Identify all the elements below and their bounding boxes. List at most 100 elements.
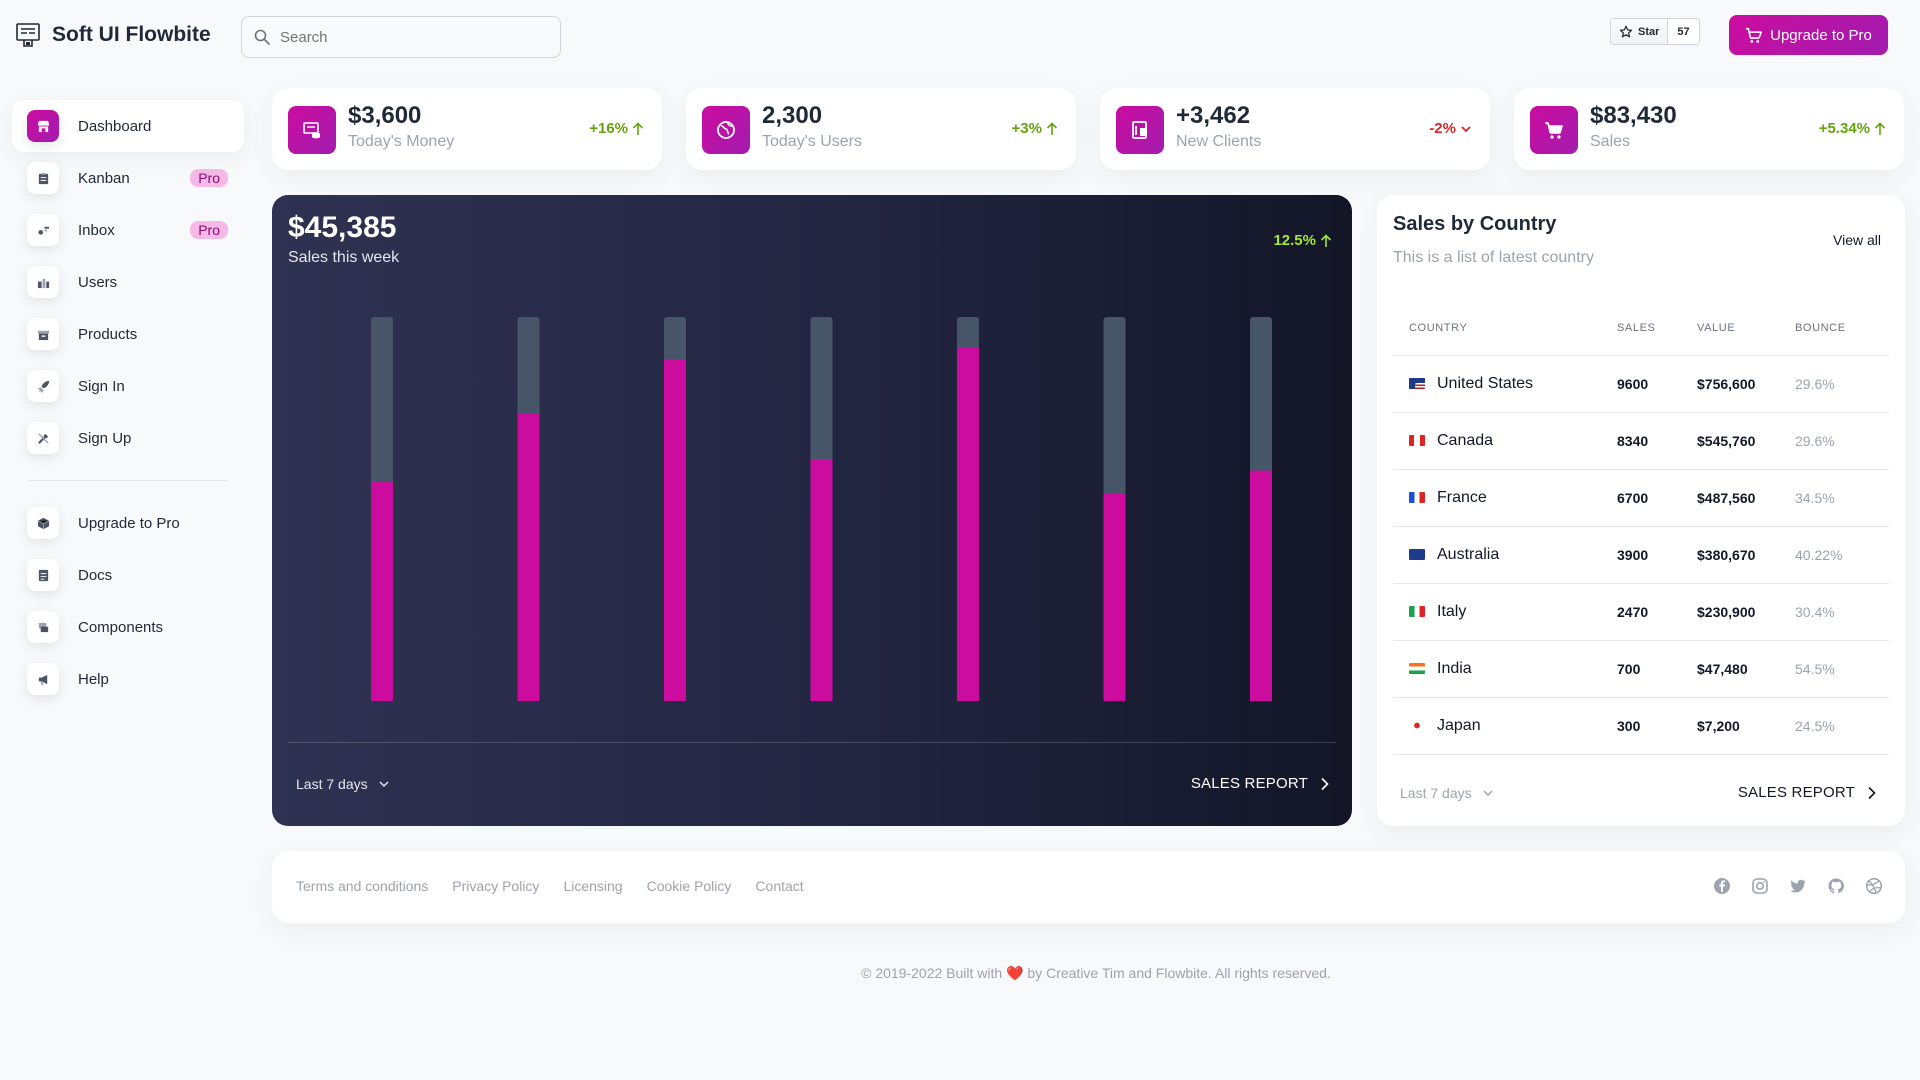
sidebar-item-upgrade[interactable]: Upgrade to Pro (12, 497, 244, 549)
arrow-up-icon (1320, 233, 1332, 247)
sales-cell: 3900 (1617, 526, 1697, 584)
sidebar-item-sign-up[interactable]: Sign Up (12, 412, 244, 464)
value-cell: $7,200 (1697, 697, 1795, 755)
twitter-icon[interactable] (1789, 877, 1807, 895)
view-all-link[interactable]: View all (1833, 232, 1881, 248)
sidebar-item-help[interactable]: Help (12, 653, 244, 705)
chevron-down-icon (1483, 790, 1493, 797)
sidebar-item-inbox[interactable]: Inbox Pro (12, 204, 244, 256)
cart-icon (1745, 27, 1763, 43)
stat-change: -2% (1429, 120, 1472, 137)
sidebar-item-label: Upgrade to Pro (78, 514, 180, 532)
arrow-up-icon (632, 121, 644, 135)
bounce-cell: 30.4% (1795, 583, 1889, 641)
stat-change: +16% (589, 120, 644, 137)
date-range-label: Last 7 days (1400, 785, 1472, 801)
sidebar-item-label: Dashboard (78, 117, 152, 135)
globe-icon (702, 106, 750, 154)
arrow-up-icon (1874, 121, 1886, 135)
bounce-cell: 29.6% (1795, 412, 1889, 470)
instagram-icon[interactable] (1751, 877, 1769, 895)
bar[interactable] (371, 482, 393, 701)
facebook-icon[interactable] (1713, 877, 1731, 895)
sidebar-item-users[interactable]: Users (12, 256, 244, 308)
github-star-button[interactable]: Star (1610, 18, 1669, 45)
footer-link-privacy[interactable]: Privacy Policy (452, 878, 540, 894)
dribbble-icon[interactable] (1865, 877, 1883, 895)
stat-card-clients: +3,462 New Clients -2% (1100, 88, 1490, 170)
bounce-cell: 54.5% (1795, 640, 1889, 698)
country-name: India (1437, 659, 1472, 677)
chevron-right-icon (1868, 786, 1876, 799)
top-navbar: Soft UI Flowbite Star 57 Upgrade to Pro (0, 0, 1920, 72)
clipboard-icon (27, 162, 59, 194)
bar[interactable] (810, 459, 833, 701)
github-star-count[interactable]: 57 (1668, 18, 1700, 45)
value-cell: $545,760 (1697, 412, 1795, 470)
country-table: COUNTRY SALES VALUE BOUNCE United States… (1393, 301, 1889, 755)
table-row: India 700 $47,480 54.5% (1393, 640, 1889, 698)
chart-divider (288, 742, 1336, 743)
card-title: Sales by Country (1393, 213, 1557, 235)
bar[interactable] (517, 413, 540, 701)
footer-link-contact[interactable]: Contact (755, 878, 804, 894)
footer: Terms and conditions Privacy Policy Lice… (272, 851, 1905, 923)
sales-cell: 300 (1617, 697, 1697, 755)
sidebar-item-kanban[interactable]: Kanban Pro (12, 152, 244, 204)
flag-in-icon (1409, 663, 1425, 674)
sidebar-item-products[interactable]: Products (12, 308, 244, 360)
stat-change-value: -2% (1429, 120, 1456, 137)
stat-label: Today's Money (348, 133, 455, 150)
stat-card-users: 2,300 Today's Users +3% (686, 88, 1076, 170)
table-row: Canada 8340 $545,760 29.6% (1393, 412, 1889, 470)
users-icon (27, 266, 59, 298)
github-icon[interactable] (1827, 877, 1845, 895)
date-range-dropdown[interactable]: Last 7 days (296, 776, 390, 792)
bar[interactable] (1250, 470, 1272, 701)
date-range-dropdown[interactable]: Last 7 days (1400, 785, 1494, 801)
cart-icon (1530, 106, 1578, 154)
search-input[interactable] (280, 28, 540, 46)
sales-cell: 2470 (1617, 583, 1697, 641)
logo-icon (16, 23, 40, 47)
sales-week-change-value: 12.5% (1273, 232, 1316, 249)
sidebar-divider (28, 480, 228, 481)
sales-report-link[interactable]: SALES REPORT (1738, 784, 1877, 801)
stat-value: +3,462 (1176, 102, 1251, 129)
footer-link-licensing[interactable]: Licensing (563, 878, 623, 894)
sales-by-country-card: Sales by Country This is a list of lates… (1377, 195, 1905, 826)
bar[interactable] (664, 359, 686, 701)
stat-change-value: +16% (589, 120, 628, 137)
column-header: BOUNCE (1795, 301, 1889, 356)
sidebar-item-components[interactable]: Components (12, 601, 244, 653)
flag-ca-icon (1409, 435, 1425, 446)
social-links (1713, 877, 1883, 895)
card-subtitle: This is a list of latest country (1393, 249, 1594, 266)
bar[interactable] (957, 347, 979, 701)
sales-report-label: SALES REPORT (1737, 784, 1855, 801)
stat-value: $3,600 (348, 102, 422, 129)
country-name: Australia (1437, 545, 1500, 563)
footer-link-terms[interactable]: Terms and conditions (296, 878, 429, 894)
flag-it-icon (1409, 606, 1425, 617)
country-name: Italy (1437, 602, 1467, 620)
sales-cell: 8340 (1617, 412, 1697, 470)
star-label: Star (1638, 25, 1660, 38)
bounce-cell: 24.5% (1795, 697, 1889, 755)
archive-icon (27, 318, 59, 350)
sidebar-item-dashboard[interactable]: Dashboard (12, 100, 244, 152)
sidebar-item-sign-in[interactable]: Sign In (12, 360, 244, 412)
stat-change-value: +5.34% (1818, 120, 1870, 137)
footer-link-cookie[interactable]: Cookie Policy (646, 878, 732, 894)
sidebar-item-docs[interactable]: Docs (12, 549, 244, 601)
upgrade-label: Upgrade to Pro (1770, 26, 1872, 44)
sales-report-link[interactable]: SALES REPORT (1191, 775, 1330, 792)
value-cell: $380,670 (1697, 526, 1795, 584)
stat-card-sales: $83,430 Sales +5.34% (1514, 88, 1904, 170)
brand[interactable]: Soft UI Flowbite (16, 22, 211, 48)
sales-week-subtitle: Sales this week (288, 249, 400, 266)
upgrade-to-pro-button[interactable]: Upgrade to Pro (1729, 15, 1888, 55)
bar[interactable] (1103, 493, 1126, 701)
sales-cell: 700 (1617, 640, 1697, 698)
stat-value: 2,300 (762, 102, 823, 129)
